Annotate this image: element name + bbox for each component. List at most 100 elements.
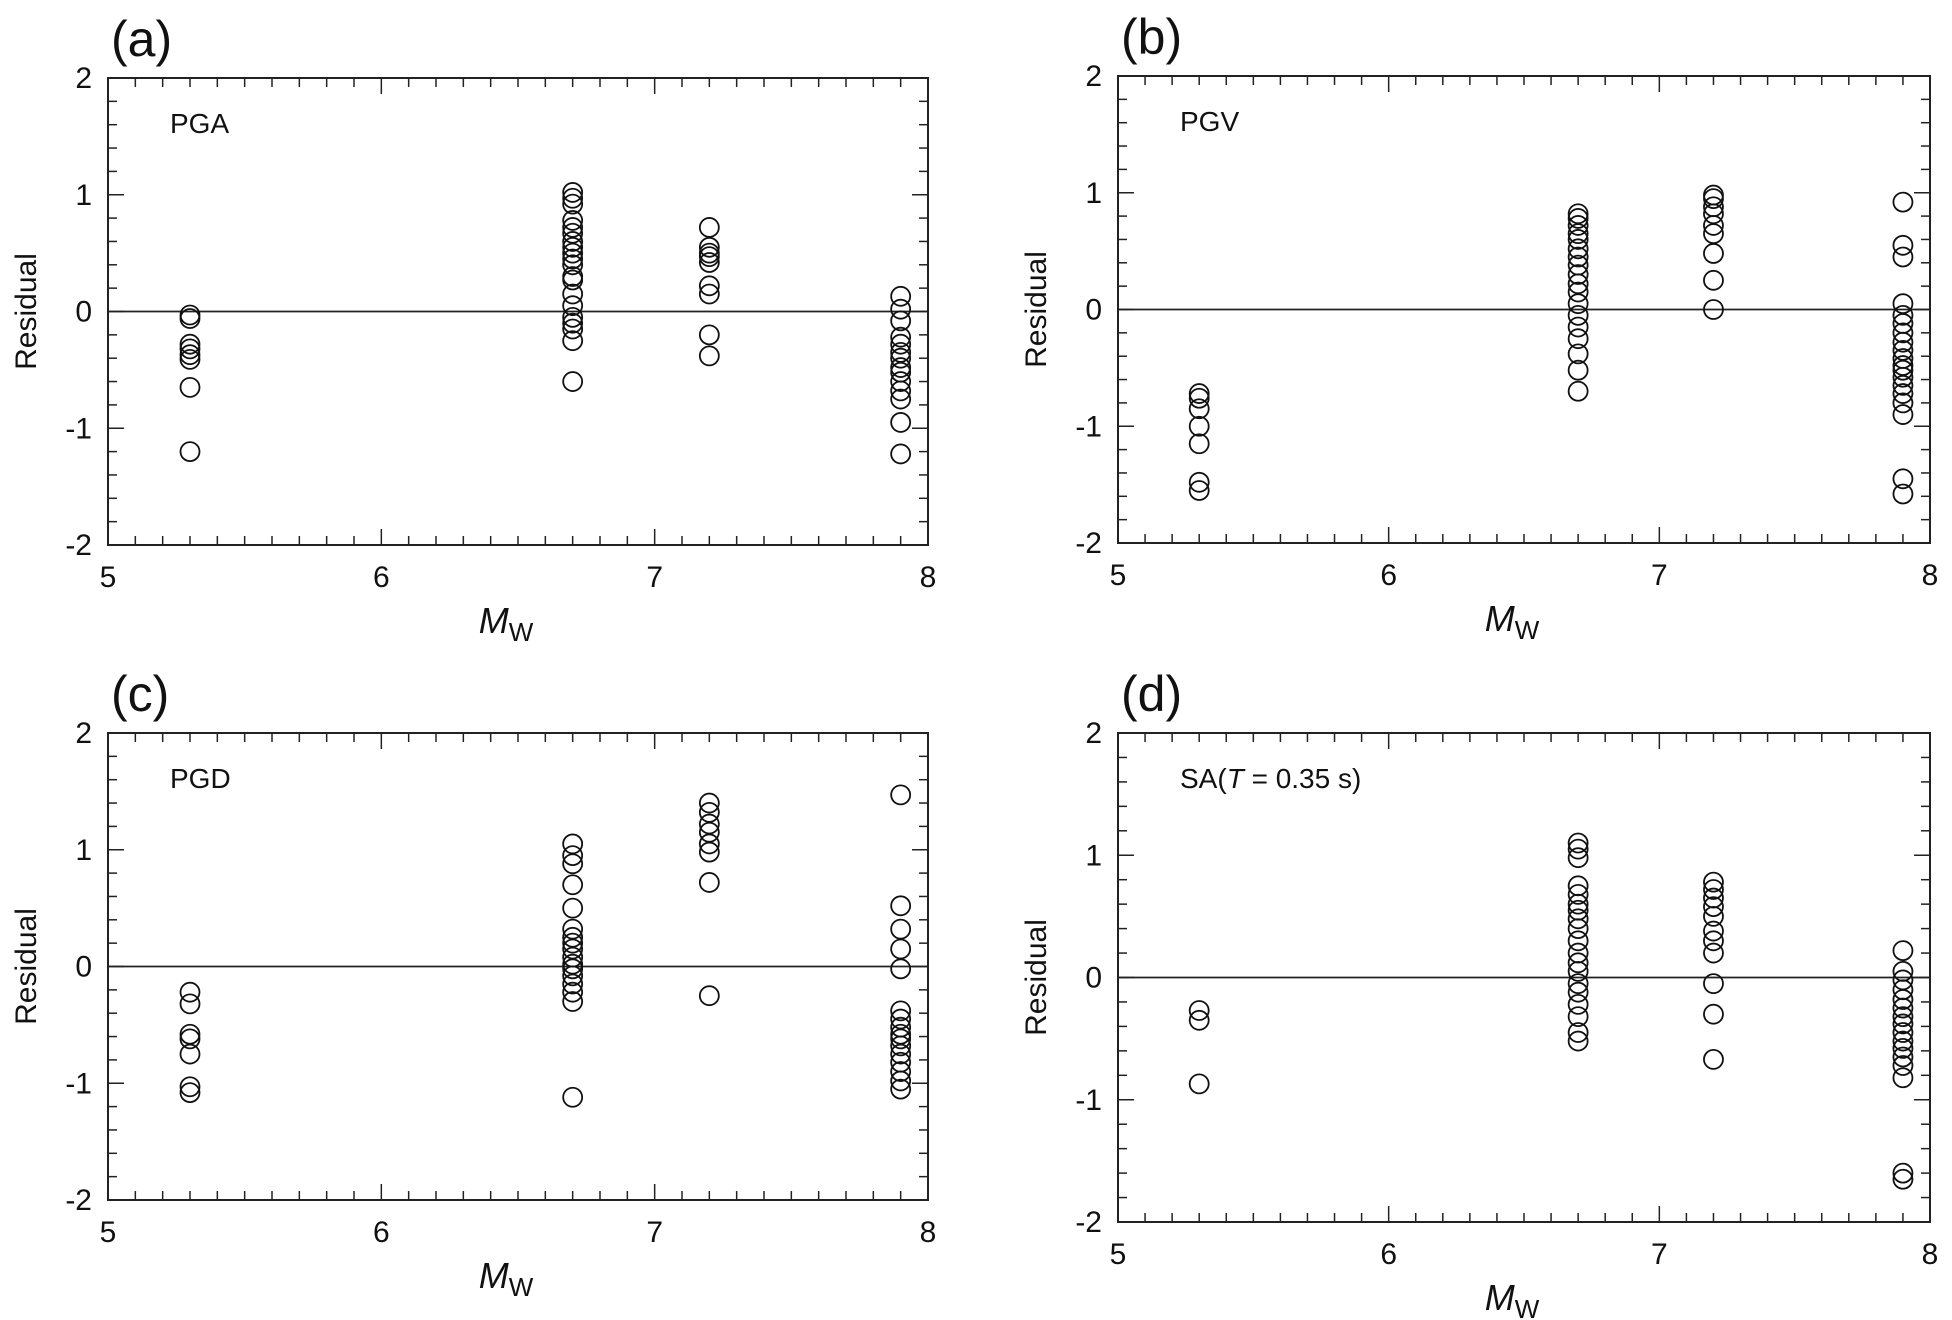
- residual-point: [1567, 1030, 1589, 1052]
- residual-point: [890, 388, 912, 410]
- residual-point: [1567, 1006, 1589, 1028]
- residual-point: [890, 1070, 912, 1092]
- residual-point: [1892, 331, 1914, 353]
- residual-point: [1567, 223, 1589, 245]
- x-tick-label: 8: [920, 1216, 937, 1249]
- y-tick-label: 2: [1085, 60, 1102, 93]
- residual-point: [562, 853, 584, 875]
- residual-point: [890, 1035, 912, 1057]
- residual-point: [179, 344, 201, 366]
- residual-point: [1567, 960, 1589, 982]
- chart-panel-1: 5 6 7 8 2 1 0 -1 -2 (a) PGA Residual MW: [10, 11, 936, 647]
- residual-point: [179, 338, 201, 360]
- residual-point: [1703, 299, 1724, 320]
- panel-label: (d): [1121, 666, 1182, 722]
- residual-point: [890, 371, 912, 392]
- residual-point: [1892, 1168, 1914, 1190]
- residual-point: [1892, 1006, 1914, 1028]
- residual-point: [1567, 918, 1589, 939]
- residual-point: [1703, 1003, 1724, 1025]
- x-tick-label: 8: [1922, 559, 1939, 592]
- residual-point: [179, 376, 201, 398]
- residual-point: [562, 874, 584, 896]
- residual-point: [698, 985, 720, 1007]
- residual-point: [562, 193, 584, 215]
- x-tick-label: 8: [1922, 1238, 1939, 1271]
- residual-point: [890, 1008, 912, 1030]
- residual-point: [1188, 1009, 1210, 1031]
- residual-point: [1892, 339, 1914, 361]
- x-tick-label: 6: [373, 561, 390, 594]
- residual-point: [1567, 215, 1589, 236]
- residual-point: [890, 918, 912, 940]
- residual-point: [890, 1000, 912, 1022]
- residual-point: [562, 242, 584, 264]
- residual-point: [1567, 973, 1589, 995]
- residual-point: [1892, 1022, 1914, 1043]
- y-tick-label: -1: [1075, 1084, 1102, 1117]
- residual-point: [562, 269, 584, 291]
- residual-point: [698, 324, 720, 346]
- series-annotation: PGA: [170, 108, 229, 139]
- residual-point: [1703, 879, 1724, 900]
- y-tick-label: -2: [1075, 527, 1102, 560]
- residual-point: [1892, 468, 1914, 490]
- residual-point: [562, 210, 584, 231]
- residual-point: [179, 1023, 201, 1045]
- y-tick-label: 0: [1085, 962, 1102, 995]
- residual-point: [890, 895, 912, 917]
- residual-point: [562, 295, 584, 317]
- residual-point: [1567, 1022, 1589, 1043]
- residual-point: [1703, 905, 1724, 927]
- residual-point: [1892, 392, 1914, 414]
- residual-point: [179, 441, 201, 463]
- x-axis-label: MW: [479, 600, 534, 647]
- residual-point: [1892, 366, 1914, 388]
- residual-point: [1567, 293, 1589, 315]
- residual-point: [562, 965, 584, 987]
- residual-point: [890, 347, 912, 369]
- residual-point: [890, 1078, 912, 1100]
- residual-point: [1567, 883, 1589, 905]
- chart-panel-4: 5 6 7 8 2 1 0 -1 -2 (d) SA(T = 0.35 s) Residual MW: [1020, 666, 1938, 1320]
- residual-point: [890, 357, 912, 378]
- residual-point: [562, 371, 584, 392]
- x-axis-label: MW: [479, 1255, 534, 1302]
- residual-point: [562, 897, 584, 919]
- residual-point: [890, 1043, 912, 1065]
- residual-point: [1567, 316, 1589, 338]
- residual-point: [179, 1076, 201, 1098]
- residual-point: [1892, 404, 1914, 425]
- residual-point: [1188, 471, 1210, 493]
- y-tick-label: -1: [1075, 410, 1102, 443]
- x-tick-label: 6: [1380, 1238, 1397, 1271]
- residual-point: [179, 348, 201, 370]
- residual-point: [562, 991, 584, 1012]
- residual-point: [1703, 215, 1724, 236]
- residual-point: [1892, 246, 1914, 268]
- residual-point: [1703, 188, 1724, 209]
- panel-label: (a): [111, 11, 172, 67]
- residual-point: [1703, 930, 1724, 952]
- x-axis-label: MW: [1485, 1277, 1540, 1320]
- x-tick-label: 6: [1380, 559, 1397, 592]
- residual-point: [1567, 952, 1589, 974]
- residual-point: [562, 231, 584, 252]
- residual-point: [1892, 359, 1914, 381]
- y-tick-label: 0: [75, 951, 92, 984]
- residual-point: [1567, 229, 1589, 250]
- residual-point: [1567, 238, 1589, 260]
- residual-point: [1892, 304, 1914, 326]
- residual-point: [1567, 281, 1589, 303]
- x-tick-label: 5: [100, 1216, 117, 1249]
- y-tick-label: 2: [1085, 717, 1102, 750]
- residual-point: [1567, 246, 1589, 268]
- residual-point: [1892, 191, 1914, 213]
- residual-point: [179, 1043, 201, 1065]
- residual-point: [1703, 942, 1724, 964]
- residual-point: [1567, 908, 1589, 930]
- y-tick-label: 0: [1085, 294, 1102, 327]
- residual-point: [562, 248, 584, 270]
- residual-point: [179, 1028, 201, 1050]
- residual-point: [1188, 1000, 1210, 1021]
